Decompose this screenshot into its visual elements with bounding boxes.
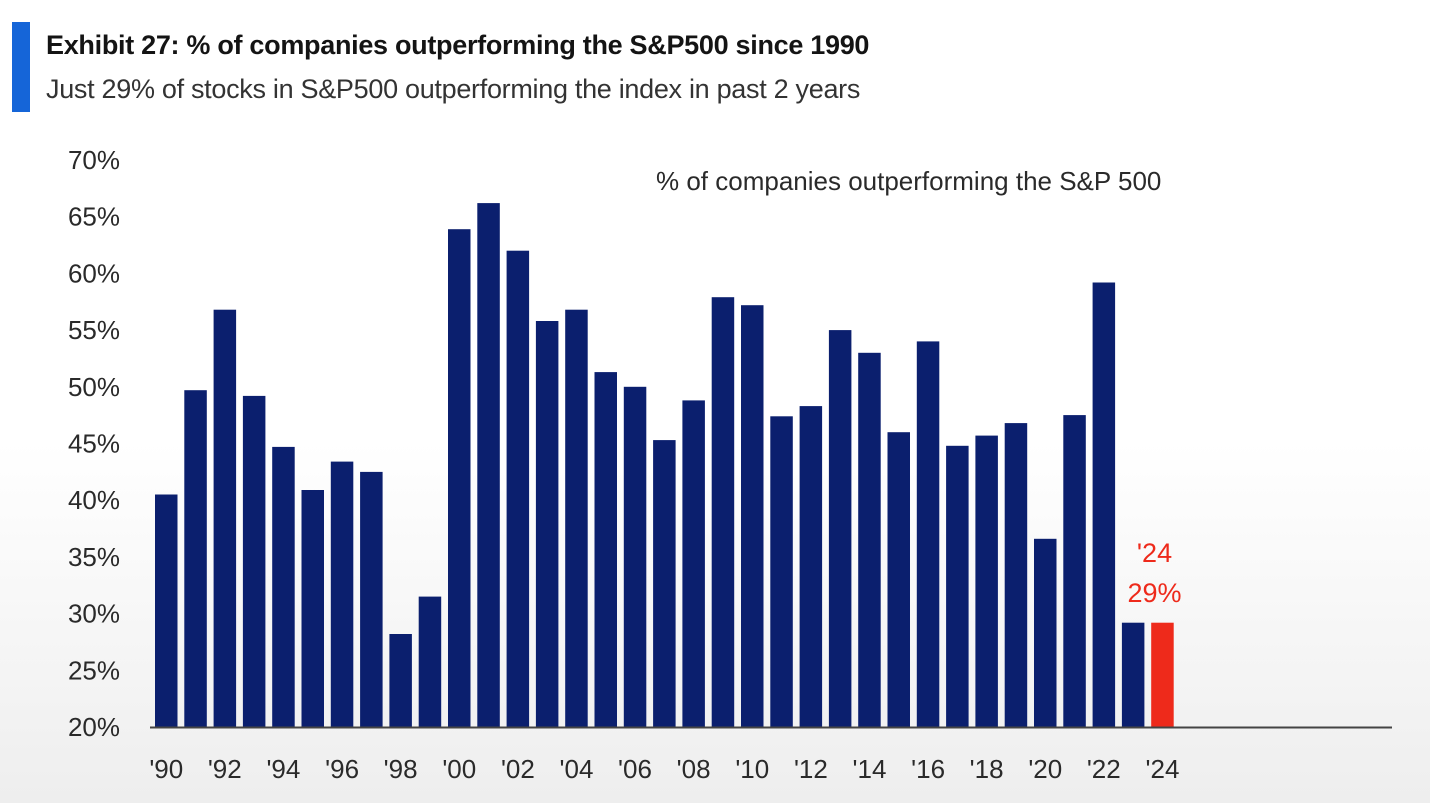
bar [916,341,940,727]
x-tick-label: '08 [677,754,711,784]
bar [1004,423,1028,727]
bar [477,203,500,728]
x-tick-label: '00 [442,754,476,784]
bar-highlight [1151,622,1174,727]
bar [1121,622,1145,727]
bar [975,435,998,727]
bar [828,330,852,727]
bar [360,471,383,727]
bar [448,229,471,727]
bar [506,250,530,727]
y-tick-label: 70% [68,145,120,175]
bar [155,494,178,727]
y-axis-labels: 70% 65% 60% 55% 50% 45% 40% 35% 30% 25% 20% [68,145,120,742]
bar [594,372,617,727]
bar [389,634,412,727]
bar [184,390,207,727]
y-tick-label: 55% [68,315,120,345]
y-tick-label: 35% [68,542,120,572]
x-axis-labels: '90 '92 '94 '96 '98 '00 '02 '04 '06 '08 '10 '12 '14 '… [149,754,1179,784]
bar [565,309,588,727]
bars [155,203,1174,728]
bar [770,416,793,727]
chart-subtitle: Just 29% of stocks in S&P500 outperformi… [46,74,861,104]
y-tick-label: 45% [68,429,120,459]
bar [711,297,735,727]
accent-bar [12,22,30,112]
bar [682,400,705,727]
x-tick-label: '02 [501,754,535,784]
chart-title: Exhibit 27: % of companies outperforming… [46,30,870,60]
x-tick-label: '04 [560,754,594,784]
bar [1063,415,1086,727]
bar [887,432,910,727]
bar [272,446,295,727]
x-tick-label: '24 [1146,754,1180,784]
x-tick-label: '98 [384,754,418,784]
bar [1034,538,1057,727]
bar [242,395,266,727]
bar [623,386,647,727]
x-tick-label: '10 [735,754,769,784]
y-tick-label: 40% [68,485,120,515]
x-tick-label: '94 [266,754,300,784]
y-tick-label: 30% [68,599,120,629]
bar [418,596,442,727]
x-tick-label: '20 [1028,754,1062,784]
bar [213,309,237,727]
x-tick-label: '14 [853,754,887,784]
y-tick-label: 25% [68,655,120,685]
bar [301,490,324,727]
y-tick-label: 20% [68,712,120,742]
bar [330,461,354,727]
bar [653,440,676,727]
chart-annotation: % of companies outperforming the S&P 500 [656,166,1161,196]
bar [741,305,764,727]
x-tick-label: '18 [970,754,1004,784]
bar [535,321,559,727]
y-tick-label: 65% [68,202,120,232]
x-tick-label: '96 [325,754,359,784]
highlight-label-year: '24 [1137,538,1172,568]
x-tick-label: '16 [911,754,945,784]
x-tick-label: '92 [208,754,242,784]
bar [1092,282,1116,727]
x-tick-label: '22 [1087,754,1121,784]
y-tick-label: 50% [68,372,120,402]
bar [858,352,881,727]
x-tick-label: '12 [794,754,828,784]
x-tick-label: '06 [618,754,652,784]
highlight-label-value: 29% [1127,578,1181,608]
bar [799,406,823,727]
x-tick-label: '90 [149,754,183,784]
bar [946,445,969,727]
y-tick-label: 60% [68,258,120,288]
